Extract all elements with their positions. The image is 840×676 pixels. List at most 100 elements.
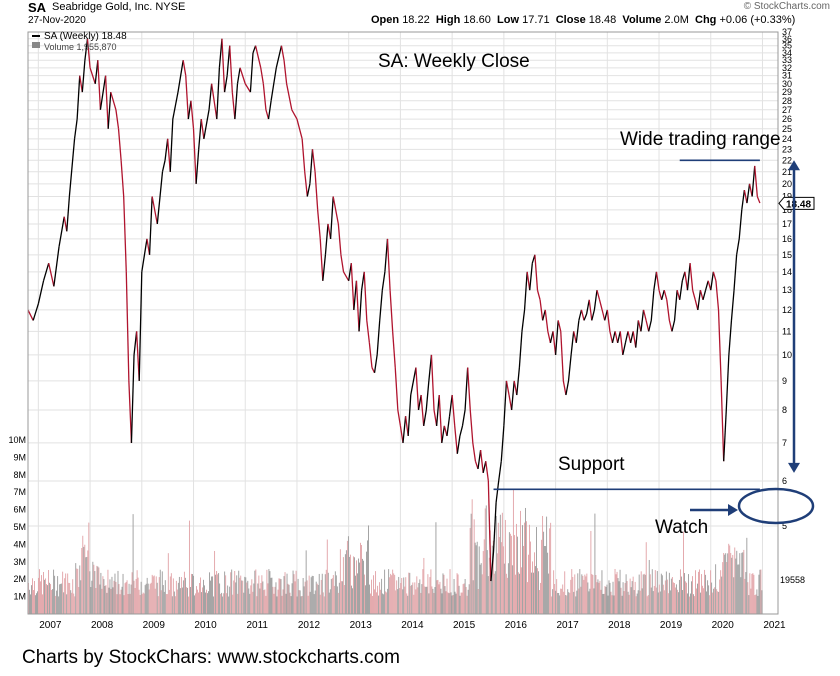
price-segment bbox=[48, 263, 55, 287]
volume-bar bbox=[202, 587, 203, 614]
volume-bar bbox=[533, 572, 534, 614]
volume-bar bbox=[473, 519, 475, 614]
volume-bar bbox=[256, 596, 258, 614]
price-segment bbox=[27, 309, 34, 321]
volume-bar bbox=[187, 596, 189, 614]
volume-bar bbox=[279, 578, 281, 614]
volume-bar bbox=[470, 513, 472, 614]
volume-bar bbox=[134, 587, 136, 614]
low-value: 17.71 bbox=[522, 14, 550, 26]
volume-bar bbox=[462, 584, 464, 614]
volume-bar bbox=[402, 589, 404, 614]
volume-bar bbox=[244, 576, 246, 614]
close-label: Close bbox=[555, 14, 586, 26]
volume-bar bbox=[231, 569, 233, 614]
volume-bar bbox=[546, 516, 548, 614]
volume-bar bbox=[592, 574, 594, 614]
volume-bar bbox=[125, 582, 127, 614]
volume-bar bbox=[484, 508, 486, 614]
volume-bar bbox=[627, 591, 629, 614]
volume-bar bbox=[37, 591, 38, 614]
volume-bar bbox=[229, 586, 231, 614]
price-segment bbox=[516, 367, 521, 396]
volume-bar bbox=[407, 595, 409, 614]
volume-bar bbox=[172, 578, 174, 614]
volume-bar bbox=[610, 591, 612, 614]
volume-bar bbox=[370, 593, 371, 614]
volume-bar bbox=[283, 576, 285, 614]
volume-bar bbox=[89, 571, 91, 614]
volume-bar bbox=[193, 575, 194, 614]
volume-bar bbox=[597, 579, 599, 614]
last-value-label: 18.48 bbox=[786, 199, 811, 210]
volume-bar bbox=[396, 580, 398, 614]
volume-bar bbox=[696, 588, 697, 614]
volume-bar bbox=[614, 568, 616, 614]
volume-bar bbox=[72, 579, 74, 614]
volume-bar bbox=[703, 588, 705, 614]
price-segment bbox=[324, 223, 329, 255]
volume-bar bbox=[563, 591, 565, 614]
volume-bar bbox=[496, 553, 498, 614]
volume-bar bbox=[598, 582, 600, 614]
volume-bar bbox=[636, 593, 638, 614]
volume-bar bbox=[442, 573, 444, 614]
volume-bar bbox=[678, 579, 680, 614]
exchange-label: NYSE bbox=[155, 1, 186, 13]
volume-bar bbox=[226, 593, 228, 614]
volume-bar bbox=[735, 558, 737, 614]
volume-bar bbox=[261, 575, 263, 614]
price-segment bbox=[407, 394, 412, 437]
volume-bar bbox=[571, 569, 573, 614]
volume-bar bbox=[230, 572, 232, 614]
price-segment bbox=[430, 354, 435, 411]
volume-bar bbox=[40, 581, 41, 614]
volume-bar bbox=[746, 537, 748, 614]
volume-bar bbox=[525, 507, 526, 614]
price-segment bbox=[477, 449, 482, 470]
volume-bar bbox=[36, 593, 37, 614]
volume-bar bbox=[105, 585, 107, 614]
volume-bar bbox=[503, 563, 505, 614]
volume-bar bbox=[410, 585, 412, 614]
x-tick-label: 2018 bbox=[608, 620, 631, 631]
volume-bar bbox=[192, 574, 193, 614]
volume-bar bbox=[485, 505, 487, 614]
volume-bar bbox=[237, 593, 239, 614]
price-segment bbox=[663, 289, 668, 300]
volume-bar bbox=[528, 554, 529, 614]
volume-bar bbox=[729, 545, 731, 614]
y-tick-label: 20 bbox=[782, 179, 792, 189]
volume-bar bbox=[507, 563, 509, 614]
volume-bar bbox=[33, 590, 34, 614]
last-value-tag bbox=[778, 196, 815, 210]
volume-bar bbox=[159, 569, 161, 614]
volume-bar bbox=[164, 580, 166, 614]
price-segment bbox=[262, 83, 267, 110]
volume-bar bbox=[398, 576, 400, 614]
volume-bar bbox=[458, 585, 460, 614]
price-segment bbox=[148, 196, 153, 255]
volume-bar bbox=[199, 583, 200, 614]
chart-header: SA Seabridge Gold, Inc. NYSE 27-Nov-2020… bbox=[0, 0, 840, 30]
volume-axis-label: 6M bbox=[13, 505, 26, 515]
volume-bar bbox=[477, 588, 479, 614]
volume-bar bbox=[551, 596, 553, 614]
volume-bar bbox=[146, 577, 148, 614]
price-segment bbox=[435, 394, 440, 426]
volume-bar bbox=[667, 593, 669, 614]
volume-bar bbox=[440, 588, 442, 614]
y-tick-label: 22 bbox=[782, 155, 792, 165]
price-segment bbox=[521, 309, 526, 332]
price-segment bbox=[392, 331, 396, 368]
volume-bar bbox=[348, 556, 350, 614]
volume-bar bbox=[439, 581, 441, 614]
price-segment bbox=[231, 92, 236, 120]
volume-bar bbox=[92, 561, 94, 614]
volume-bar bbox=[715, 564, 717, 614]
volume-bar bbox=[569, 592, 571, 614]
volume-bar bbox=[452, 595, 454, 614]
price-segment bbox=[503, 380, 508, 426]
volume-bar bbox=[54, 575, 56, 614]
price-segment bbox=[291, 109, 298, 120]
